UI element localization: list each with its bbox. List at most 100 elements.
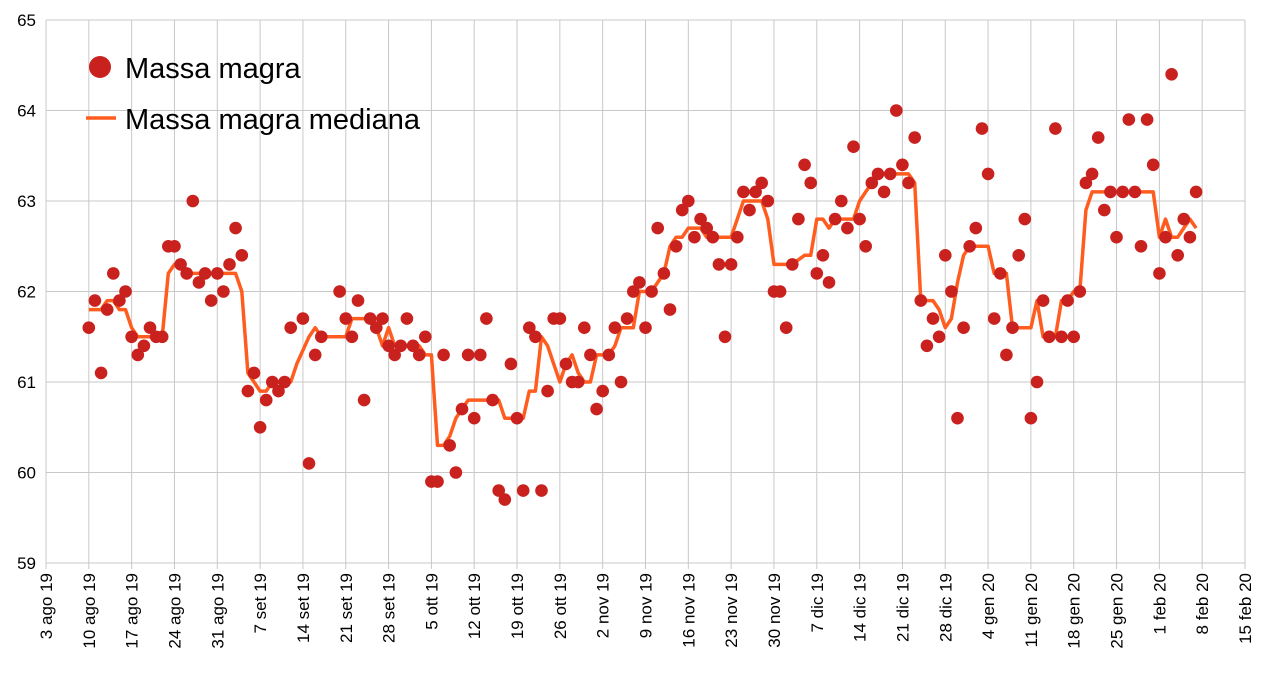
data-point [1030, 375, 1044, 389]
x-tick-label: 15 feb 20 [1236, 573, 1255, 644]
data-point [1073, 285, 1087, 298]
data-point [168, 240, 181, 253]
data-point [890, 104, 903, 117]
data-point [877, 185, 891, 199]
data-point [278, 375, 291, 389]
data-point [584, 348, 597, 362]
x-axis-ticks: 3 ago 19 10 ago 19 17 ago 19 24 ago 19 31 ag… [37, 573, 1255, 649]
data-point [400, 312, 414, 325]
data-point [559, 357, 573, 371]
x-tick-label: 10 ago 19 [80, 573, 99, 649]
data-point [529, 330, 542, 344]
data-point [737, 185, 750, 199]
data-point [590, 402, 603, 416]
data-point [486, 393, 499, 407]
data-point [865, 176, 879, 190]
series-massa-magra [82, 68, 1203, 506]
x-tick-label: 16 nov 19 [679, 573, 698, 648]
x-tick-label: 8 feb 20 [1193, 573, 1212, 634]
data-point [137, 339, 151, 353]
data-point [449, 466, 463, 479]
x-tick-label: 7 dic 19 [808, 573, 827, 633]
y-tick-label: 64 [17, 102, 36, 121]
data-point [945, 285, 958, 298]
data-point [975, 122, 989, 135]
x-tick-label: 25 gen 20 [1108, 573, 1127, 649]
data-point [1116, 185, 1129, 199]
data-point [1134, 240, 1148, 253]
data-point [755, 176, 768, 190]
data-point [394, 339, 408, 353]
data-point [272, 384, 285, 398]
legend: Massa magra Massa magra mediana [86, 53, 421, 136]
data-point [914, 294, 928, 307]
data-point [308, 348, 322, 362]
data-point [871, 167, 885, 181]
data-point [412, 348, 426, 362]
data-point [957, 321, 970, 335]
x-tick-label: 17 ago 19 [123, 573, 142, 649]
data-point [1006, 321, 1019, 335]
data-point [113, 294, 126, 307]
data-point [125, 330, 138, 344]
data-point [419, 330, 432, 344]
data-point [847, 140, 860, 153]
data-point [1146, 158, 1160, 172]
x-tick-label: 21 set 19 [337, 573, 356, 643]
data-point [382, 339, 395, 353]
data-point [773, 285, 787, 298]
data-point [786, 258, 799, 271]
data-point [627, 285, 640, 298]
data-point [523, 321, 536, 335]
y-tick-label: 62 [17, 283, 36, 302]
data-point [761, 194, 775, 208]
y-tick-label: 61 [17, 373, 36, 392]
data-point [253, 421, 267, 434]
data-point [743, 203, 756, 217]
x-tick-label: 12 ott 19 [465, 573, 484, 639]
data-point [1171, 249, 1184, 262]
data-point [1061, 294, 1074, 307]
data-point [100, 303, 114, 316]
x-tick-label: 1 feb 20 [1150, 573, 1169, 634]
data-point [1153, 267, 1166, 280]
data-point [315, 330, 328, 344]
x-tick-label: 26 ott 19 [551, 573, 570, 639]
data-point [204, 294, 218, 307]
data-point [731, 230, 744, 244]
data-point [798, 158, 811, 172]
data-point [1159, 230, 1172, 244]
data-point [1091, 131, 1105, 144]
data-point [969, 221, 983, 235]
data-point [578, 321, 591, 335]
median-line [88, 172, 1198, 448]
data-point [82, 321, 96, 335]
data-point [223, 258, 236, 271]
data-point [1024, 411, 1038, 425]
data-point [94, 366, 108, 380]
y-tick-label: 65 [17, 11, 36, 30]
data-point [131, 348, 145, 362]
data-point [143, 321, 157, 335]
data-point [571, 375, 585, 389]
data-point [174, 258, 187, 271]
data-point [284, 321, 298, 335]
data-point [932, 330, 946, 344]
x-tick-label: 23 nov 19 [722, 573, 741, 648]
data-point [1012, 249, 1025, 262]
x-tick-label: 24 ago 19 [165, 573, 184, 649]
data-point [651, 221, 664, 235]
data-point [553, 312, 567, 325]
data-point [437, 348, 450, 362]
data-point [1177, 212, 1191, 226]
data-point [247, 366, 261, 380]
data-point [822, 276, 836, 289]
data-point [192, 276, 206, 289]
data-point [351, 294, 365, 307]
data-point [987, 312, 1001, 325]
data-point [810, 267, 824, 280]
data-point [498, 493, 512, 506]
data-point [376, 312, 389, 325]
data-point [841, 221, 854, 235]
data-point [296, 312, 310, 325]
